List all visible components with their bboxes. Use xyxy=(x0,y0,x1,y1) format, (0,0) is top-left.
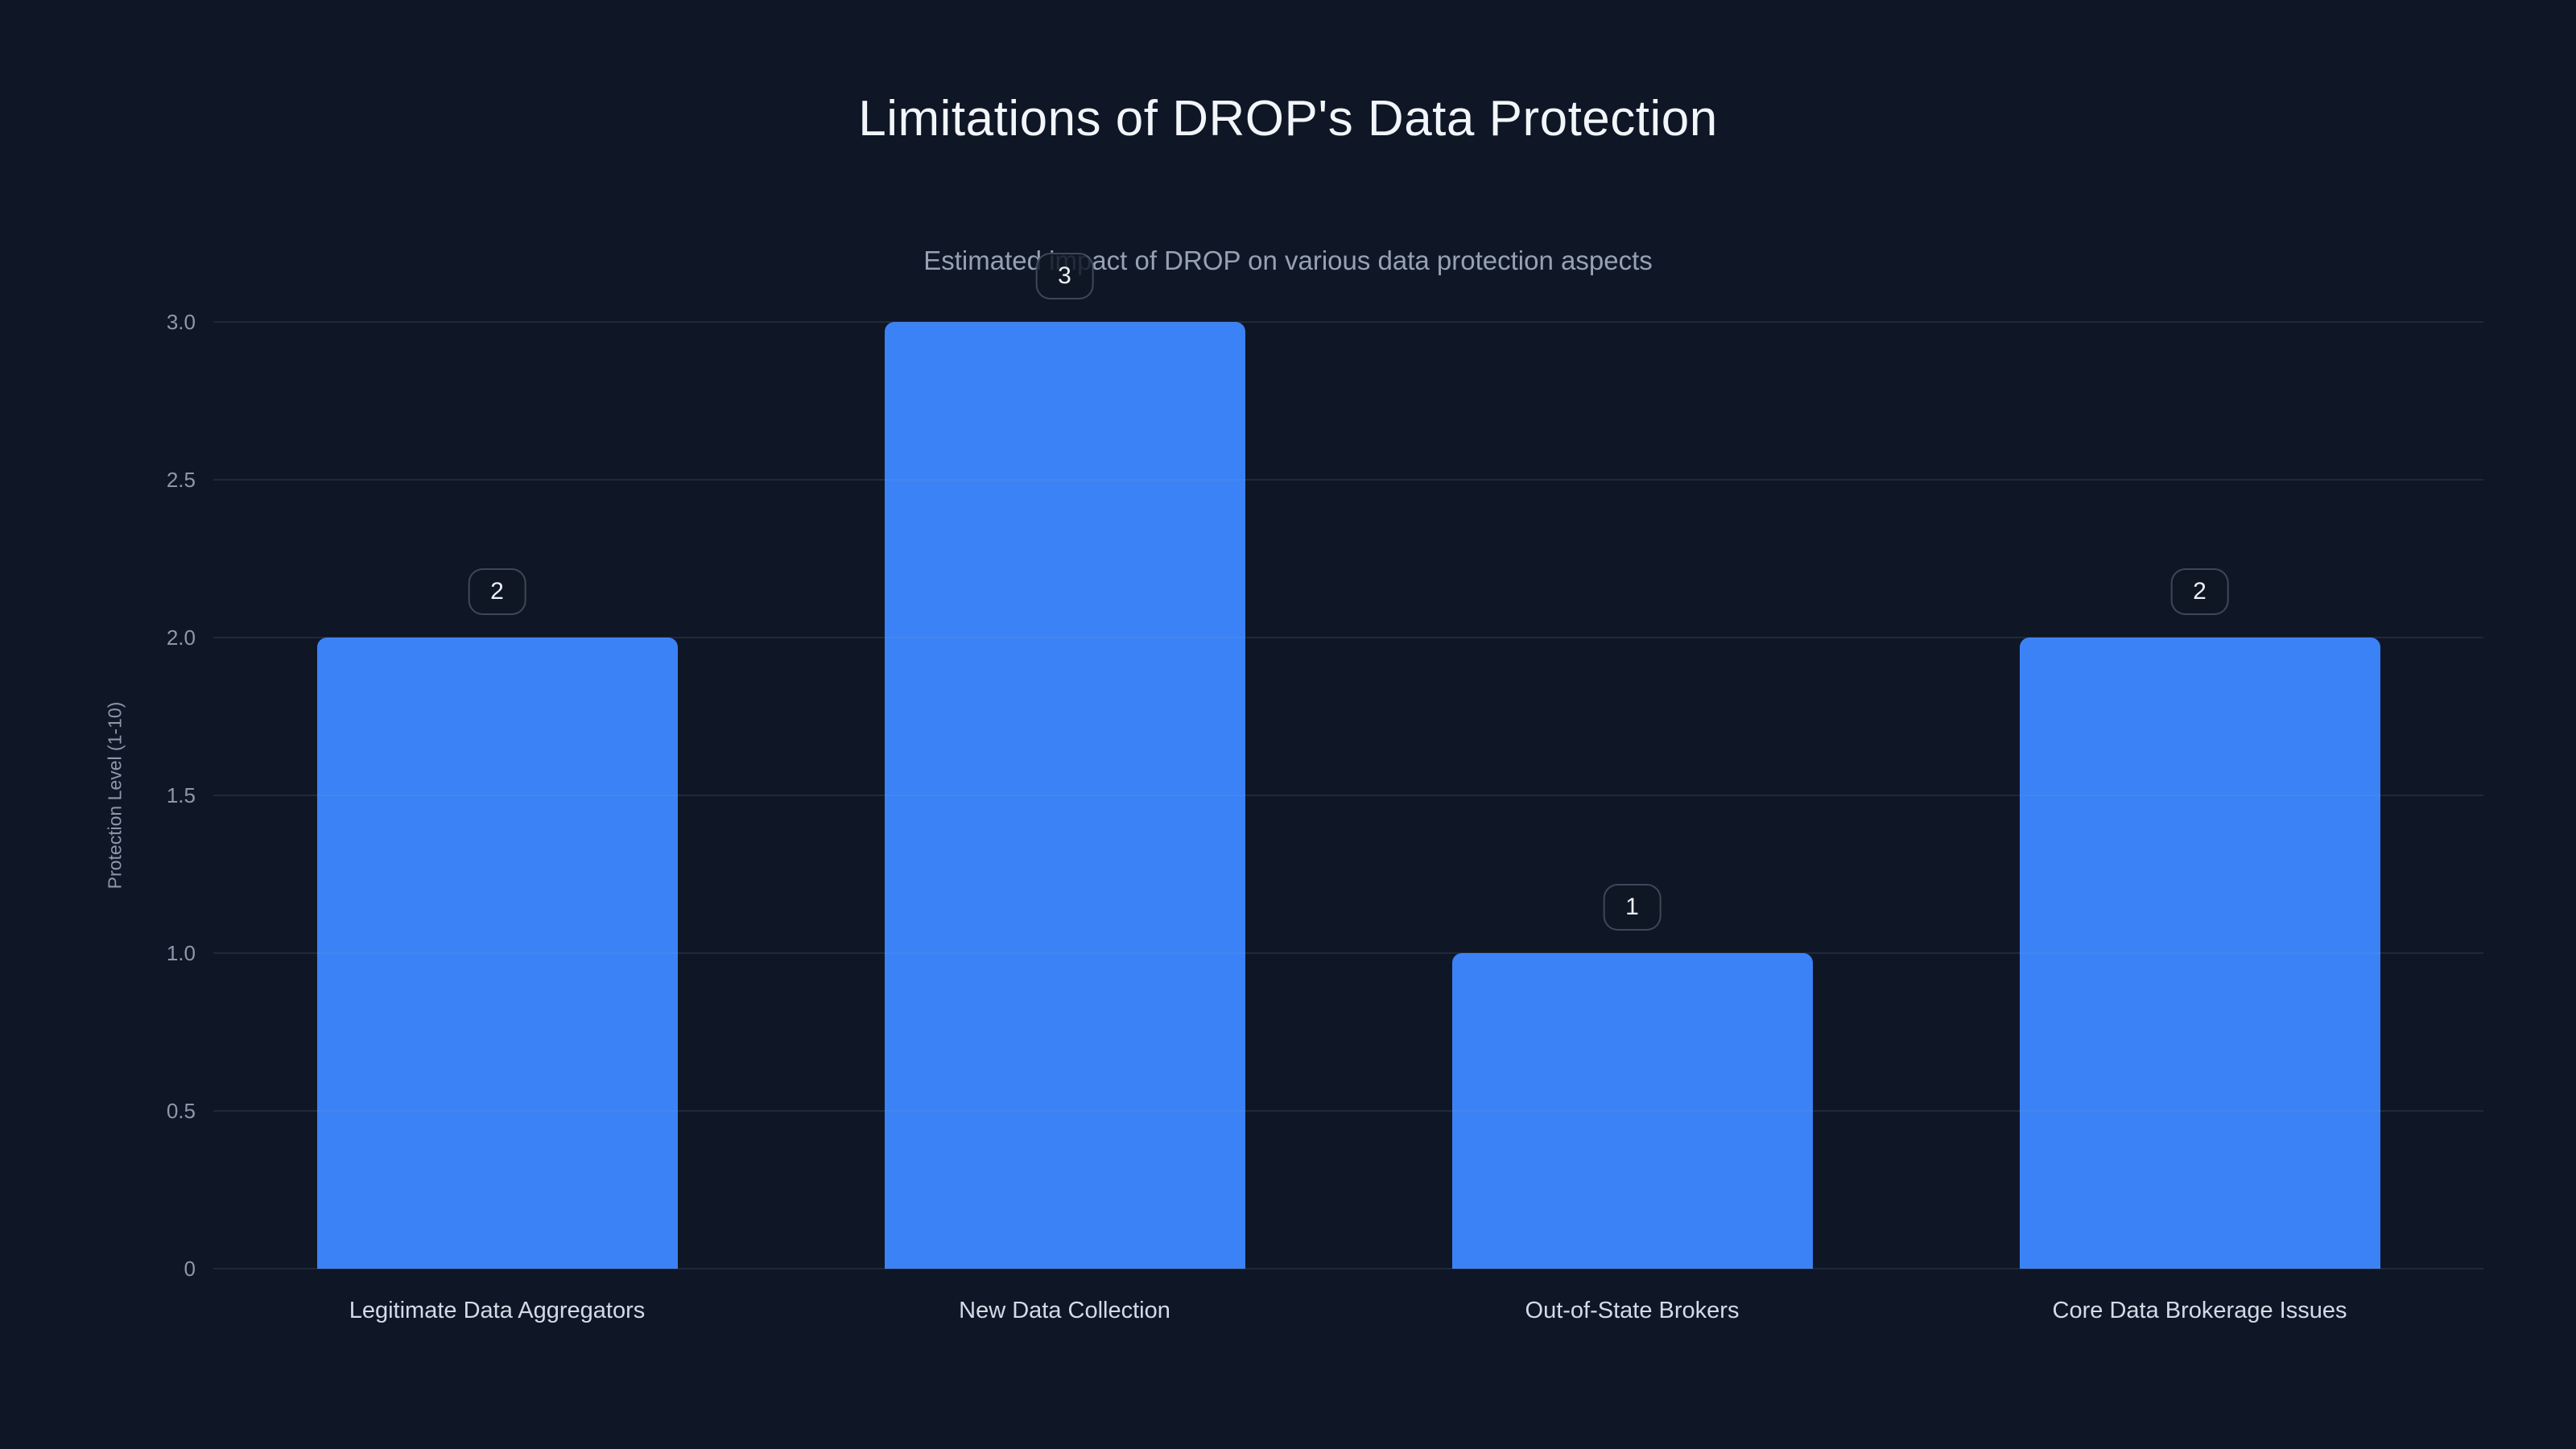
bar-group-out-of-state-brokers: 1 xyxy=(1348,322,1916,1269)
gridline xyxy=(213,1110,2483,1112)
y-tick-label: 0 xyxy=(184,1257,196,1281)
bar-value-label: 2 xyxy=(468,568,526,616)
gridline xyxy=(213,479,2483,481)
x-category-label-legitimate-data-aggregators: Legitimate Data Aggregators xyxy=(349,1298,646,1323)
x-category-label-new-data-collection: New Data Collection xyxy=(959,1298,1170,1323)
bar-value-label: 2 xyxy=(2170,568,2229,616)
y-tick-label: 2.5 xyxy=(166,468,196,492)
x-category-label-out-of-state-brokers: Out-of-State Brokers xyxy=(1525,1298,1740,1323)
y-tick-label: 2.0 xyxy=(166,625,196,650)
y-axis-title: Protection Level (1-10) xyxy=(104,701,126,890)
bar-core-data-brokerage-issues[interactable] xyxy=(2019,638,2380,1269)
bar-group-new-data-collection: 3 xyxy=(781,253,1348,1269)
bar-value-label: 3 xyxy=(1035,253,1094,299)
x-axis-labels: Legitimate Data Aggregators New Data Coll… xyxy=(213,1298,2483,1324)
y-tick-label: 1.5 xyxy=(166,783,196,807)
gridline xyxy=(213,952,2483,954)
y-tick-label: 0.5 xyxy=(166,1099,196,1123)
y-tick-label: 3.0 xyxy=(166,310,196,334)
bar-out-of-state-brokers[interactable] xyxy=(1451,953,1813,1269)
bar-legitimate-data-aggregators[interactable] xyxy=(316,638,678,1269)
bar-group-core-data-brokerage-issues: 2 xyxy=(1916,322,2483,1269)
x-category-label-core-data-brokerage-issues: Core Data Brokerage Issues xyxy=(2052,1298,2347,1323)
chart-title: Limitations of DROP's Data Protection xyxy=(858,91,1718,147)
bars-container: 2 3 1 2 xyxy=(213,253,2483,1269)
y-tick-label: 1.0 xyxy=(166,941,196,965)
chart-subtitle: Estimated impact of DROP on various data… xyxy=(923,246,1653,275)
bar-value-label: 1 xyxy=(1603,884,1662,931)
gridline xyxy=(213,321,2483,323)
bar-new-data-collection[interactable] xyxy=(884,322,1245,1269)
gridline xyxy=(213,1268,2483,1269)
gridline xyxy=(213,795,2483,796)
plot-area: 2 3 1 2 0 0.5 1.0 1.5 2.0 2.5 3.0 xyxy=(167,253,2483,1279)
bar-group-legitimate-data-aggregators: 2 xyxy=(213,322,781,1269)
gridline xyxy=(213,637,2483,638)
